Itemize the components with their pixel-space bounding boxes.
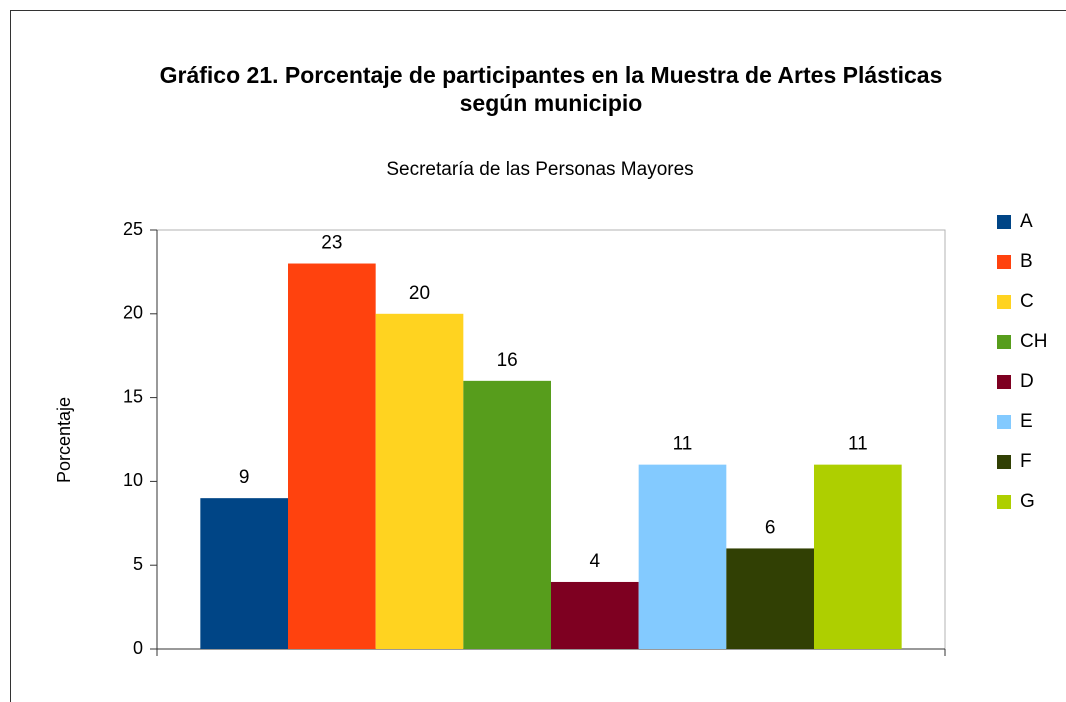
legend-swatch (997, 375, 1011, 389)
bar (463, 380, 551, 649)
data-label: 20 (409, 283, 430, 304)
y-tick-label: 20 (123, 303, 143, 323)
legend-label: C (1020, 291, 1034, 312)
legend-swatch (997, 255, 1011, 269)
legend-swatch (997, 295, 1011, 309)
legend-swatch (997, 215, 1011, 229)
chart-title: Gráfico 21. Porcentaje de participantes … (160, 62, 943, 88)
bar (638, 464, 727, 649)
data-label: 16 (497, 350, 518, 371)
frame (10, 10, 1066, 702)
legend-label: E (1020, 411, 1033, 432)
legend-label: CH (1020, 331, 1047, 352)
bar (200, 498, 289, 649)
y-tick-label: 0 (133, 638, 143, 658)
legend-swatch (997, 335, 1011, 349)
y-tick-label: 5 (133, 554, 143, 574)
bar (375, 313, 464, 649)
legend-label: A (1020, 211, 1033, 232)
data-label: 4 (590, 551, 601, 572)
bar (288, 263, 376, 649)
data-label: 11 (848, 434, 868, 455)
legend-label: G (1020, 491, 1035, 512)
data-label: 9 (239, 467, 250, 488)
data-label: 11 (673, 434, 693, 455)
legend-swatch (997, 415, 1011, 429)
y-tick-label: 10 (123, 470, 143, 490)
bar (726, 548, 814, 649)
data-label: 23 (321, 233, 342, 254)
y-tick-label: 15 (123, 386, 143, 406)
chart-subtitle: Secretaría de las Personas Mayores (386, 159, 693, 180)
bar (813, 464, 902, 649)
bar (551, 581, 639, 649)
legend-label: D (1020, 371, 1034, 392)
legend-swatch (997, 495, 1011, 509)
legend-swatch (997, 455, 1011, 469)
chart-title: según municipio (460, 90, 643, 116)
y-axis-label: Porcentaje (54, 397, 74, 483)
legend-label: F (1020, 451, 1032, 472)
data-label: 6 (765, 517, 776, 538)
legend-label: B (1020, 251, 1033, 272)
y-tick-label: 25 (123, 219, 143, 239)
